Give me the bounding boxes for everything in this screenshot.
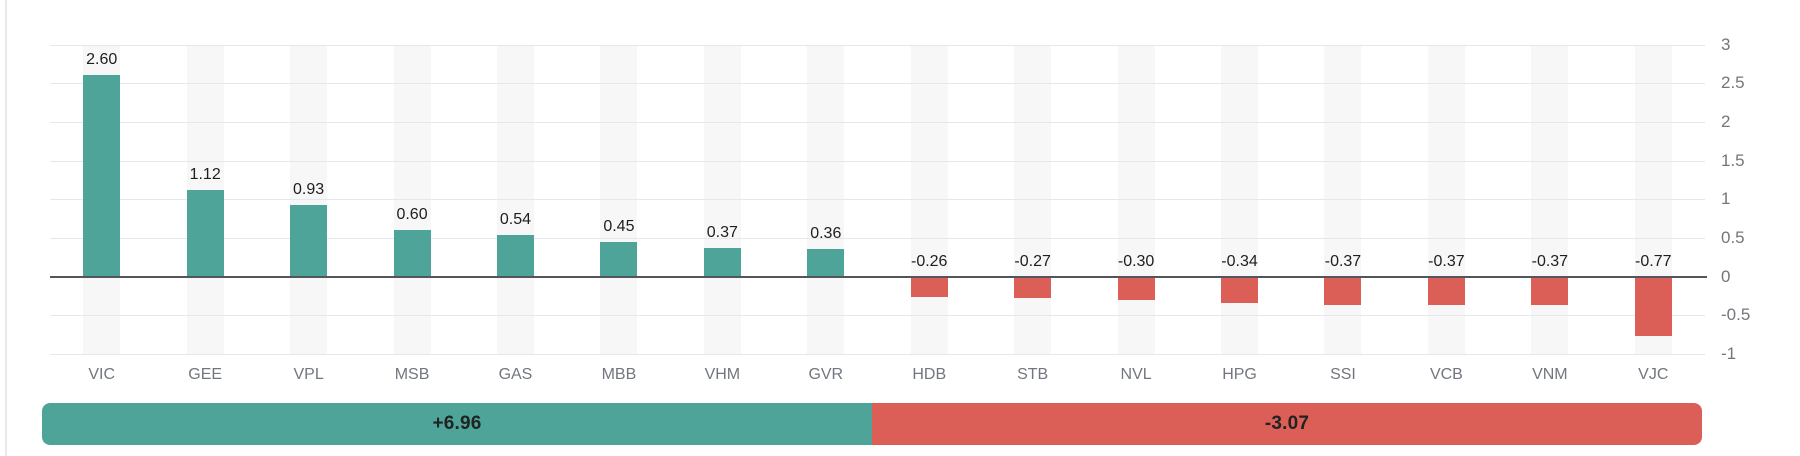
bar-value-label: -0.37	[1428, 252, 1465, 270]
y-axis-tick-label: 3	[1721, 34, 1731, 54]
bar-hpg[interactable]	[1221, 276, 1259, 303]
bar-value-label: -0.37	[1324, 252, 1362, 270]
category-label: VCB	[1429, 366, 1463, 383]
category-label: HPG	[1222, 366, 1257, 383]
bar-value-label: -0.37	[1531, 252, 1569, 270]
bar-vnm[interactable]	[1531, 276, 1569, 306]
bar-value-label: -0.30	[1117, 252, 1155, 270]
bar-vjc[interactable]	[1634, 276, 1672, 337]
category-label: MBB	[601, 366, 637, 383]
positive-total-label: +6.96	[432, 413, 482, 434]
category-label: GAS	[498, 366, 533, 383]
category-label: GEE	[188, 366, 223, 383]
y-axis-tick-label: -0.5	[1721, 305, 1751, 325]
bar-value-label: 0.54	[499, 210, 532, 228]
category-label: NVL	[1120, 366, 1152, 383]
bar-hdb[interactable]	[910, 276, 948, 297]
y-axis-tick-label: 1	[1721, 189, 1731, 209]
y-axis-tick-label: 2.5	[1721, 73, 1745, 93]
gridline	[50, 83, 1705, 85]
bar-value-label: -0.26	[910, 252, 948, 270]
bar-nvl[interactable]	[1117, 276, 1155, 300]
bar-gee[interactable]	[186, 189, 224, 277]
category-label: VIC	[88, 366, 116, 383]
bar-msb[interactable]	[393, 230, 431, 277]
zero-axis-line	[50, 275, 1707, 278]
y-axis-tick-label: 2	[1721, 111, 1731, 131]
gridline	[50, 199, 1705, 201]
bar-gvr[interactable]	[807, 248, 845, 277]
bar-vhm[interactable]	[703, 247, 741, 277]
bar-value-label: -0.77	[1635, 252, 1672, 270]
bar-value-label: 1.12	[189, 165, 221, 183]
bar-value-label: 0.37	[706, 223, 738, 241]
bar-value-label: 2.60	[86, 51, 118, 69]
positive-total-segment: +6.96	[42, 403, 872, 445]
bar-gas[interactable]	[496, 234, 534, 277]
bar-vic[interactable]	[83, 75, 121, 277]
y-axis-tick-label: 0.5	[1721, 227, 1745, 247]
category-label: GVR	[808, 366, 844, 383]
category-label: STB	[1017, 366, 1049, 383]
gridline	[50, 315, 1705, 317]
bar-value-label: 0.45	[603, 217, 635, 235]
gridline	[50, 44, 1705, 46]
category-label: MSB	[394, 366, 430, 383]
gridline	[50, 237, 1705, 239]
totals-bar: +6.96 -3.07	[42, 403, 1702, 445]
category-label: VHM	[704, 366, 741, 383]
category-label: VJC	[1638, 366, 1669, 383]
y-axis-tick-label: -1	[1721, 344, 1737, 363]
panel-left-border	[5, 0, 7, 456]
gridline	[50, 160, 1705, 162]
negative-total-label: -3.07	[1264, 413, 1310, 434]
y-axis-tick-label: 1.5	[1721, 150, 1745, 170]
category-label: HDB	[912, 366, 947, 383]
y-axis-tick-label: 0	[1721, 266, 1731, 286]
category-label: VPL	[293, 366, 324, 383]
bar-value-label: 0.60	[396, 206, 428, 224]
bar-value-label: 0.93	[293, 180, 325, 198]
bar-value-label: 0.36	[810, 224, 842, 242]
category-label: VNM	[1532, 366, 1568, 383]
bar-value-label: -0.34	[1221, 252, 1258, 270]
bar-stb[interactable]	[1014, 276, 1052, 298]
bar-vpl[interactable]	[290, 204, 328, 277]
category-label: SSI	[1330, 366, 1356, 383]
bar-value-label: -0.27	[1014, 252, 1051, 270]
bar-vcb[interactable]	[1427, 276, 1465, 306]
bar-ssi[interactable]	[1324, 276, 1362, 306]
negative-total-segment: -3.07	[872, 403, 1702, 445]
bar-mbb[interactable]	[600, 241, 638, 277]
gridline	[50, 121, 1705, 123]
gridline	[50, 354, 1705, 355]
